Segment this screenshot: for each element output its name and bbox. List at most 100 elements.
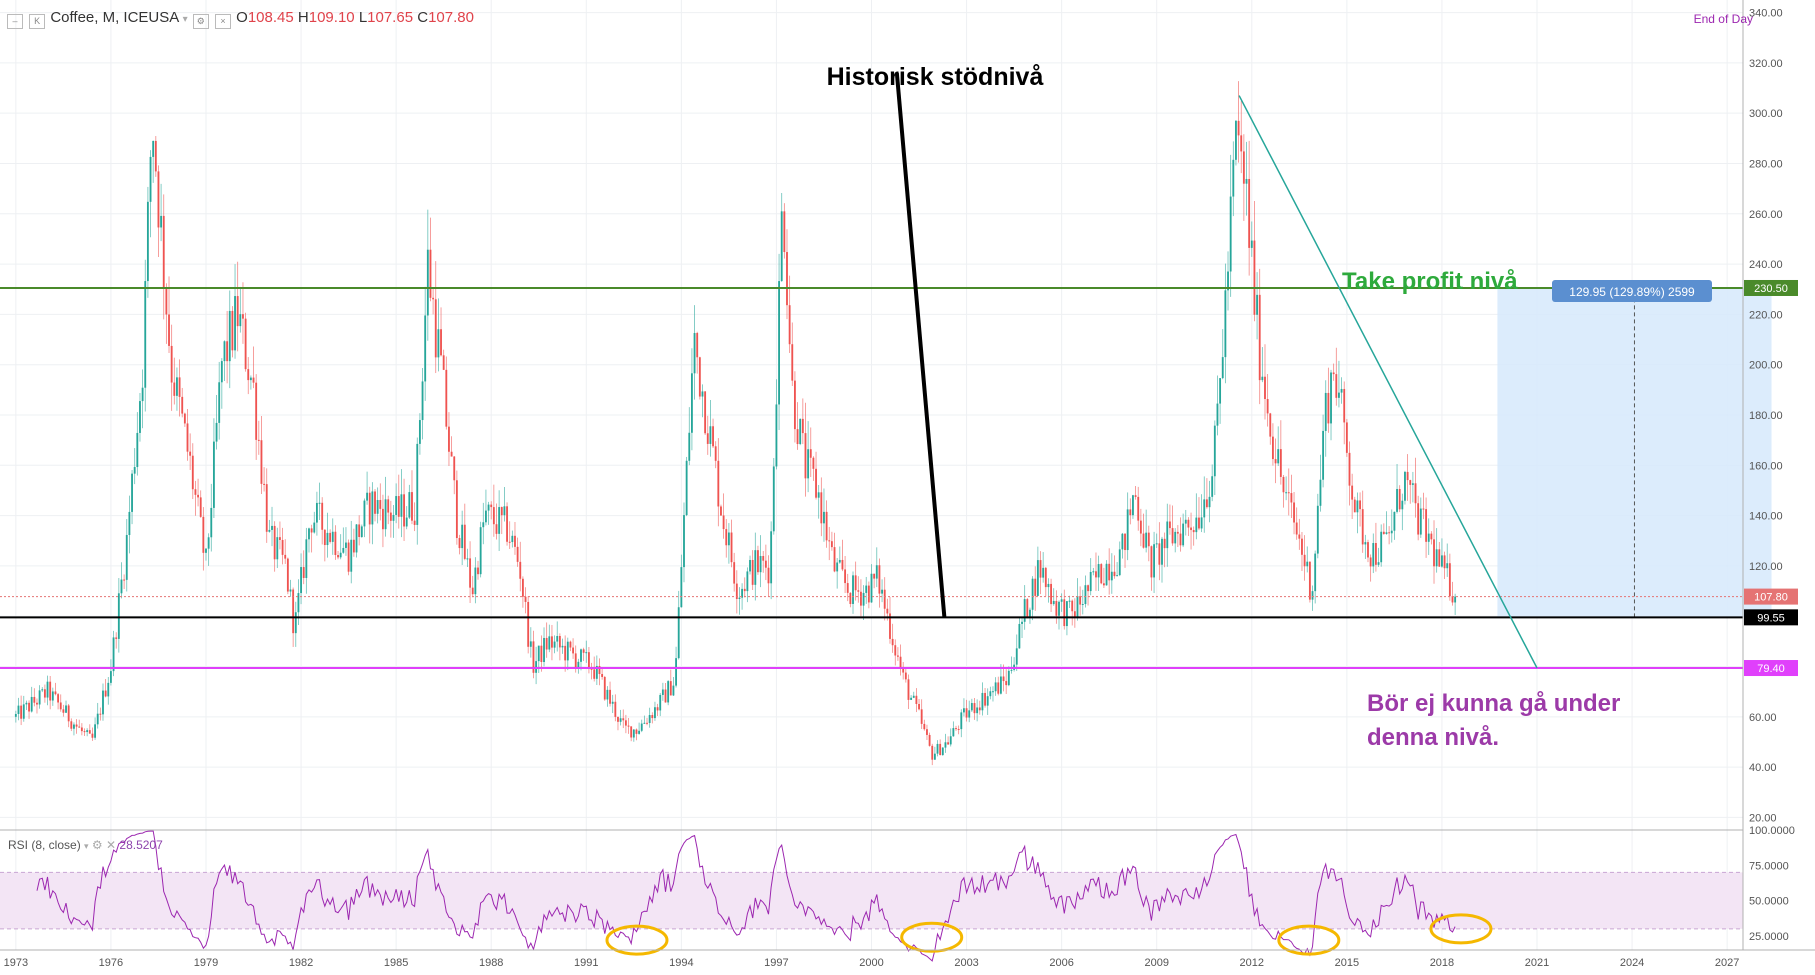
candle-body [1401, 500, 1404, 510]
candle-body [757, 550, 759, 573]
candle-body [173, 382, 176, 396]
candle-body [104, 690, 107, 697]
candle-body [165, 287, 168, 315]
candle-body [926, 729, 928, 735]
candle-body [160, 215, 163, 228]
candle-body [313, 522, 316, 533]
candle-body [308, 528, 310, 540]
candle-body [1332, 372, 1335, 375]
rsi-settings-icon[interactable]: ⚙ ✕ [91, 838, 117, 852]
candle-body [537, 645, 540, 662]
price-tick-label: 20.00 [1749, 812, 1777, 824]
candle-body [1195, 517, 1198, 533]
symbol-title[interactable]: Coffee, M, ICEUSA [50, 9, 179, 26]
candle-body [551, 636, 553, 648]
candle-body [957, 728, 960, 730]
candle-body [688, 432, 691, 461]
candle-body [1021, 621, 1023, 624]
candle-body [656, 707, 659, 711]
price-tick-label: 140.00 [1749, 511, 1783, 523]
time-tick-label: 2015 [1335, 957, 1359, 969]
candle-body [1359, 500, 1361, 510]
candle-body [973, 703, 976, 714]
price-tick-label: 280.00 [1749, 158, 1783, 170]
candle-body [511, 535, 514, 543]
candle-body [1411, 483, 1414, 485]
candle-body [617, 716, 619, 722]
rsi-dropdown-icon[interactable]: ▾ [84, 841, 89, 851]
high-label: H [297, 9, 309, 26]
candle-body [693, 332, 696, 374]
candle-body [933, 753, 936, 760]
candle-body [809, 449, 812, 458]
candle-body [1089, 571, 1092, 592]
hide-icon[interactable]: × [215, 14, 231, 29]
price-tick-label: 240.00 [1749, 259, 1783, 271]
candle-body [1443, 555, 1446, 569]
rsi-circle [1429, 913, 1493, 945]
candle-body [722, 515, 725, 530]
candle-body [1205, 499, 1208, 508]
symbol-header[interactable]: – K Coffee, M, ICEUSA ▾ ⚙ × O108.45 H109… [6, 9, 474, 29]
support-pointer-line[interactable] [894, 72, 947, 618]
settings-icon[interactable]: ⚙ [192, 14, 209, 29]
candle-body [1184, 519, 1187, 524]
price-levels[interactable] [0, 286, 1743, 670]
candle-body [1372, 543, 1375, 567]
candle-body [1216, 403, 1219, 426]
candle-body [852, 575, 854, 604]
candle-body [249, 377, 252, 381]
collapse-icon[interactable]: – [7, 14, 23, 29]
rsi-header[interactable]: RSI (8, close) ▾ ⚙ ✕ 28.5207 [8, 838, 163, 852]
candle-body [936, 743, 939, 754]
candle-body [580, 649, 582, 662]
candle-body [453, 456, 456, 481]
candle-body [25, 702, 28, 705]
candle-body [572, 647, 575, 654]
candle-body [220, 361, 223, 383]
candle-body [706, 433, 709, 444]
down-trendline[interactable] [1238, 95, 1538, 669]
candle-body [545, 637, 548, 650]
candle-body [1076, 596, 1079, 618]
candle-body [778, 281, 780, 405]
rsi-title[interactable]: RSI (8, close) [8, 838, 81, 852]
candle-body [870, 573, 873, 603]
candle-body [323, 529, 326, 546]
candle-body [218, 382, 221, 423]
candle-body [1050, 583, 1053, 605]
candle-body [1282, 476, 1285, 493]
candle-body [1377, 562, 1380, 565]
dropdown-icon[interactable]: ▾ [182, 14, 188, 25]
candle-body [788, 305, 791, 345]
candle-body [1322, 430, 1325, 480]
candle-body [286, 558, 289, 592]
annotation-floor-line2: denna nivå. [1367, 724, 1499, 751]
candle-body [1385, 532, 1388, 534]
candle-body [767, 567, 770, 584]
candle-body [741, 588, 744, 598]
candle-body [1406, 471, 1409, 481]
high-value: 109.10 [308, 9, 355, 26]
candle-body [569, 641, 572, 648]
candle-body [521, 578, 524, 597]
candle-body [624, 720, 627, 726]
candle-body [796, 429, 799, 445]
candle-body [1303, 554, 1306, 567]
candle-body [1353, 499, 1356, 513]
candle-body [1448, 563, 1451, 597]
candle-body [358, 524, 361, 537]
candle-body [1002, 676, 1005, 682]
candle-body [75, 724, 78, 727]
candle-body [1446, 563, 1449, 569]
candle-body [1174, 531, 1177, 544]
candle-body [139, 401, 141, 433]
compare-icon[interactable]: K [29, 14, 46, 29]
candle-body [1261, 376, 1264, 381]
time-tick-label: 1997 [764, 957, 788, 969]
candle-body [984, 692, 986, 706]
time-tick-label: 2006 [1049, 957, 1073, 969]
candle-body [1451, 596, 1454, 603]
candle-body [73, 724, 75, 729]
